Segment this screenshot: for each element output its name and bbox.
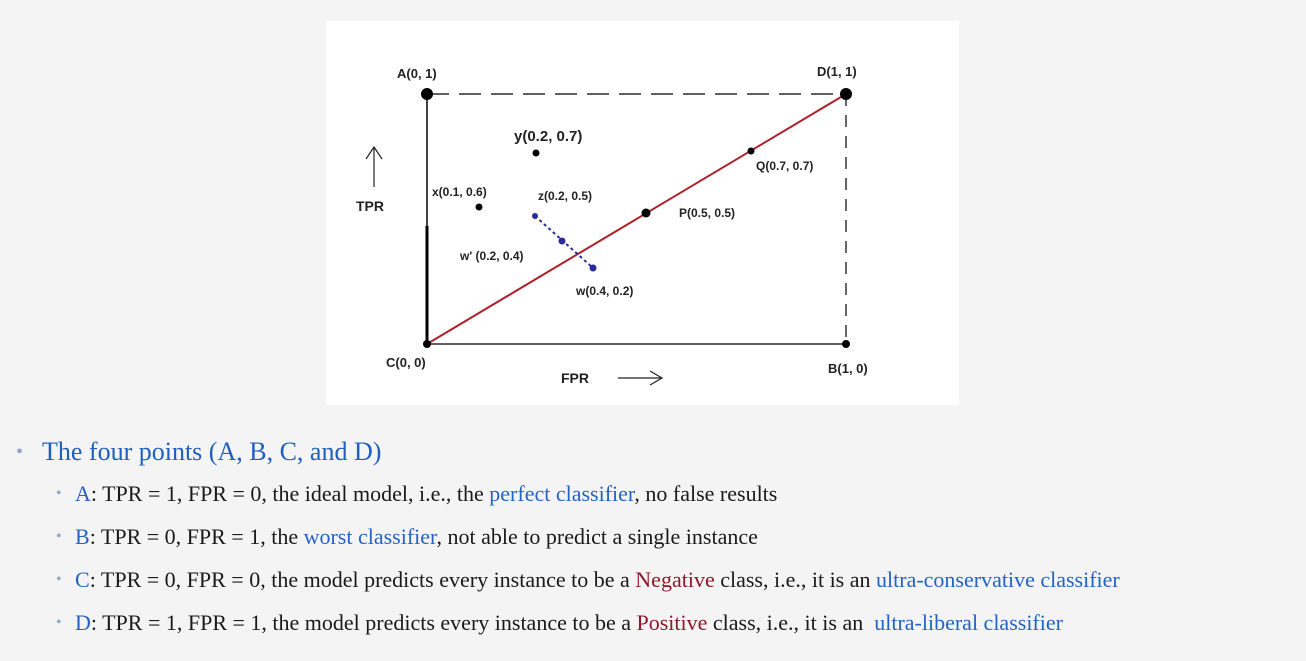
point-y bbox=[532, 149, 540, 157]
point-w bbox=[589, 264, 597, 272]
random-guess-diagonal bbox=[426, 93, 847, 345]
point-key: C bbox=[75, 567, 90, 592]
main-bullet-text: The four points (A, B, C, and D) bbox=[42, 437, 382, 466]
sub-bullet-c: • C: TPR = 0, FPR = 0, the model predict… bbox=[16, 558, 1306, 601]
highlight-term: perfect classifier bbox=[489, 481, 635, 506]
roc-space-diagram: A(0, 1) D(1, 1) C(0, 0) B(1, 0) y(0.2, 0… bbox=[326, 21, 959, 405]
text-part: , not able to predict a single instance bbox=[436, 524, 758, 549]
point-p bbox=[641, 208, 651, 218]
label-w: w(0.4, 0.2) bbox=[575, 284, 633, 298]
point-q bbox=[747, 147, 755, 155]
label-w-prime: w' (0.2, 0.4) bbox=[459, 249, 524, 263]
highlight-term: ultra-conservative classifier bbox=[876, 567, 1120, 592]
sub-bullet-a: • A: TPR = 1, FPR = 0, the ideal model, … bbox=[16, 472, 1306, 515]
bullet-dot-icon: • bbox=[16, 441, 24, 463]
bullet-list: • The four points (A, B, C, and D) • A: … bbox=[16, 432, 1306, 644]
up-arrow-icon bbox=[365, 145, 383, 187]
label-c: C(0, 0) bbox=[386, 355, 426, 370]
class-term: Negative bbox=[635, 567, 715, 592]
x-axis-title: FPR bbox=[561, 370, 589, 386]
sub-bullet-b-text: B: TPR = 0, FPR = 1, the worst classifie… bbox=[75, 515, 758, 558]
text-part: : TPR = 0, FPR = 0, the model predicts e… bbox=[89, 567, 636, 592]
label-a: A(0, 1) bbox=[397, 66, 437, 81]
sub-bullet-a-text: A: TPR = 1, FPR = 0, the ideal model, i.… bbox=[75, 472, 777, 515]
label-p: P(0.5, 0.5) bbox=[679, 206, 735, 220]
roc-svg: A(0, 1) D(1, 1) C(0, 0) B(1, 0) y(0.2, 0… bbox=[356, 64, 868, 386]
right-arrow-icon bbox=[618, 370, 664, 386]
bullet-dot-icon: • bbox=[56, 614, 62, 631]
point-b bbox=[842, 340, 850, 348]
bullet-dot-icon: • bbox=[56, 528, 62, 545]
bullet-dot-icon: • bbox=[56, 571, 62, 588]
text-part: class, i.e., it is an bbox=[714, 567, 877, 592]
main-bullet: • The four points (A, B, C, and D) bbox=[16, 432, 1306, 472]
text-part: , no false results bbox=[634, 481, 778, 506]
text-part: : TPR = 0, FPR = 1, the bbox=[89, 524, 304, 549]
label-x: x(0.1, 0.6) bbox=[432, 185, 487, 199]
sub-bullet-c-text: C: TPR = 0, FPR = 0, the model predicts … bbox=[75, 558, 1120, 601]
point-w-prime bbox=[558, 237, 566, 245]
point-d bbox=[840, 88, 852, 100]
label-z: z(0.2, 0.5) bbox=[538, 189, 592, 203]
highlight-term: worst classifier bbox=[303, 524, 437, 549]
point-z bbox=[532, 213, 538, 219]
label-b: B(1, 0) bbox=[828, 361, 868, 376]
bullet-dot-icon: • bbox=[56, 485, 62, 502]
point-c bbox=[423, 340, 431, 348]
point-x bbox=[475, 203, 483, 211]
sub-bullet-b: • B: TPR = 0, FPR = 1, the worst classif… bbox=[16, 515, 1306, 558]
y-axis-title: TPR bbox=[356, 198, 384, 214]
text-part: : TPR = 1, FPR = 0, the ideal model, i.e… bbox=[90, 481, 490, 506]
class-term: Positive bbox=[636, 610, 708, 635]
point-a bbox=[421, 88, 433, 100]
text-part: : TPR = 1, FPR = 1, the model predicts e… bbox=[90, 610, 637, 635]
point-key: A bbox=[75, 481, 91, 506]
text-part: class, i.e., it is an bbox=[707, 610, 875, 635]
point-key: B bbox=[75, 524, 90, 549]
point-key: D bbox=[75, 610, 91, 635]
highlight-term: ultra-liberal classifier bbox=[874, 610, 1063, 635]
sub-bullet-d: • D: TPR = 1, FPR = 1, the model predict… bbox=[16, 601, 1306, 644]
sub-bullet-d-text: D: TPR = 1, FPR = 1, the model predicts … bbox=[75, 601, 1063, 644]
label-d: D(1, 1) bbox=[817, 64, 857, 79]
label-q: Q(0.7, 0.7) bbox=[756, 159, 813, 173]
label-y: y(0.2, 0.7) bbox=[514, 128, 582, 145]
